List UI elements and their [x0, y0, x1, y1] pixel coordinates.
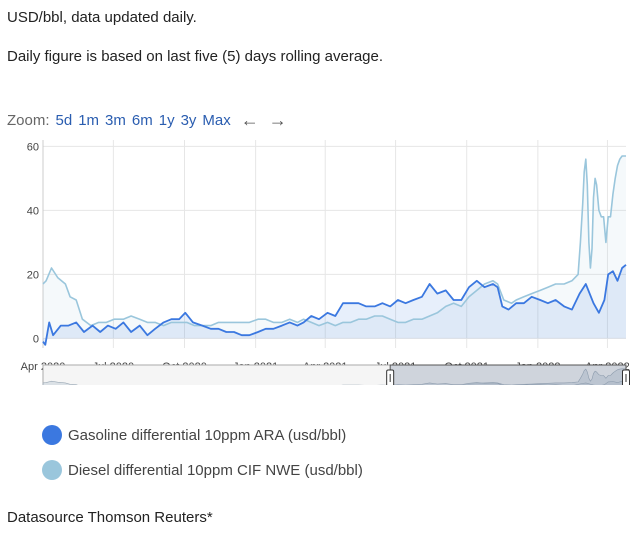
arrow-right-icon[interactable]: →: [268, 110, 287, 130]
y-tick-label: 0: [33, 333, 39, 345]
y-axis-ticks: 0 20 40 60: [27, 141, 39, 345]
y-tick-label: 60: [27, 141, 39, 153]
zoom-label: Zoom:: [7, 112, 50, 129]
zoom-1m-button[interactable]: 1m: [78, 112, 100, 129]
data-source-note: Datasource Thomson Reuters*: [7, 509, 213, 526]
y-tick-label: 20: [27, 269, 39, 281]
averaging-note: Daily figure is based on last five (5) d…: [7, 48, 384, 65]
zoom-bar: Zoom: 5d 1m 3m 6m 1y 3y Max ← →: [7, 110, 287, 131]
zoom-max-button[interactable]: Max: [202, 112, 231, 129]
navigator-series: [42, 368, 627, 385]
chart-lines: [42, 155, 627, 346]
legend-item-gasoline[interactable]: Gasoline differential 10ppm ARA (usd/bbl…: [42, 425, 346, 445]
arrow-left-icon[interactable]: ←: [240, 110, 259, 130]
navigator-selection[interactable]: [389, 364, 627, 385]
gasoline-legend-dot: [42, 425, 62, 445]
series-area-gasoline: [43, 264, 626, 345]
series-line-diesel: [42, 155, 626, 327]
y-tick-label: 40: [27, 205, 39, 217]
chart-grid: [42, 140, 626, 348]
series-line-gasoline: [42, 264, 627, 346]
zoom-3y-button[interactable]: 3y: [180, 112, 197, 129]
zoom-3m-button[interactable]: 3m: [105, 112, 126, 129]
navigator-series: [341, 380, 627, 385]
legend-item-diesel[interactable]: Diesel differential 10ppm CIF NWE (usd/b…: [42, 460, 363, 480]
zoom-5d-button[interactable]: 5d: [55, 112, 73, 129]
diesel-legend-dot: [42, 460, 62, 480]
legend-label-diesel: Diesel differential 10ppm CIF NWE (usd/b…: [68, 461, 363, 479]
series-area-diesel: [43, 156, 626, 339]
units-note: USD/bbl, data updated daily.: [7, 9, 197, 26]
zoom-6m-button[interactable]: 6m: [131, 112, 153, 129]
zoom-1y-button[interactable]: 1y: [158, 112, 175, 129]
legend-label-gasoline: Gasoline differential 10ppm ARA (usd/bbl…: [68, 426, 347, 444]
range-navigator[interactable]: [42, 364, 630, 385]
